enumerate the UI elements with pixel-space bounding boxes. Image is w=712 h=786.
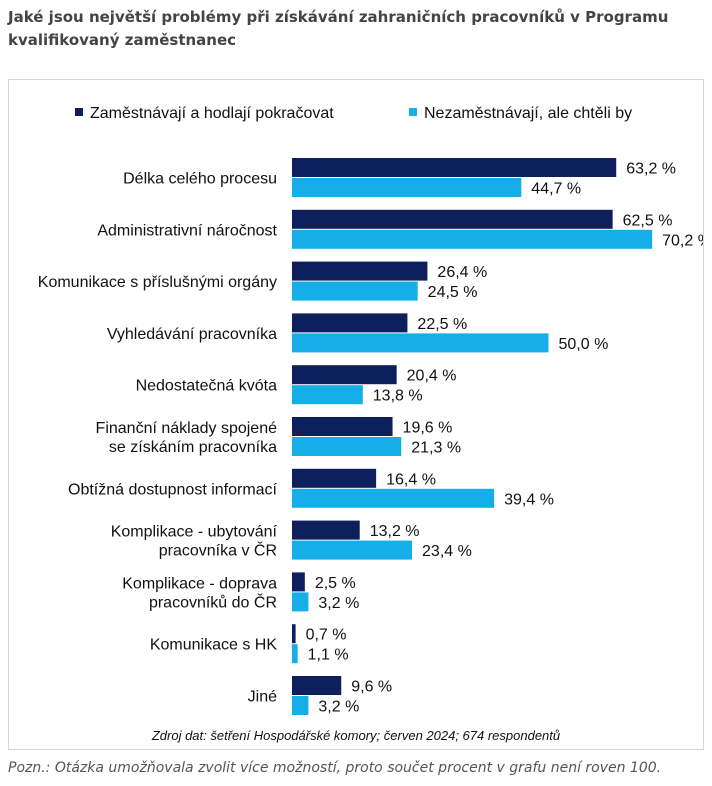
value-label-s1: 26,4 % [437, 264, 487, 281]
value-label-s2: 24,5 % [428, 284, 478, 301]
bar-s2 [292, 592, 309, 612]
page-title: Jaké jsou největší problémy při získáván… [8, 8, 669, 49]
value-label-s2: 50,0 % [559, 336, 609, 353]
bar-s1 [292, 676, 342, 695]
legend-label-1: Zaměstnávají a hodlají pokračovat [90, 105, 334, 122]
value-label-s1: 2,5 % [315, 575, 356, 592]
category-label: Komunikace s HK [150, 637, 277, 654]
value-label-s1: 9,6 % [351, 679, 392, 696]
bar-s2 [292, 281, 418, 301]
value-label-s1: 19,6 % [403, 420, 453, 437]
value-label-s1: 0,7 % [306, 627, 347, 644]
category-label: Finanční náklady spojené [96, 420, 278, 437]
category-label: Délka celého procesu [123, 171, 277, 188]
bar-s2 [292, 229, 653, 249]
value-label-s1: 22,5 % [417, 316, 467, 333]
value-label-s1: 63,2 % [626, 161, 676, 178]
legend-swatch-1 [75, 108, 83, 116]
category-label: se získáním pracovníka [109, 439, 277, 456]
bar-s1 [292, 365, 397, 385]
value-label-s2: 1,1 % [308, 647, 349, 664]
bar-s2 [292, 178, 522, 197]
bar-s1 [292, 261, 428, 281]
value-label-s2: 13,8 % [373, 388, 423, 405]
value-label-s2: 39,4 % [504, 491, 554, 508]
value-label-s1: 20,4 % [407, 368, 457, 385]
value-label-s2: 3,2 % [318, 699, 359, 716]
bar-s2 [292, 540, 413, 560]
value-label-s1: 62,5 % [623, 212, 673, 229]
value-label-s2: 44,7 % [531, 181, 581, 198]
value-label-s2: 70,2 % [662, 232, 703, 249]
value-label-s2: 21,3 % [411, 440, 461, 457]
category-label: Vyhledávání pracovníka [107, 326, 277, 343]
bar-s2 [292, 644, 298, 664]
bar-s1 [292, 572, 305, 592]
bar-s1 [292, 520, 360, 540]
category-label: Administrativní náročnost [97, 222, 277, 239]
value-label-s1: 16,4 % [386, 471, 436, 488]
bar-s1 [292, 313, 408, 333]
bar-s1 [292, 417, 393, 436]
bar-s1 [292, 209, 613, 229]
bar-s2 [292, 696, 309, 715]
category-label: Komplikace - ubytování [111, 524, 278, 541]
bar-s1 [292, 468, 377, 488]
category-label: Komplikace - doprava [122, 575, 277, 592]
bar-s2 [292, 437, 402, 456]
chart-frame: Zaměstnávají a hodlají pokračovat Nezaměs… [8, 79, 704, 750]
value-label-s2: 23,4 % [422, 543, 472, 560]
category-label: Komunikace s příslušnými orgány [38, 274, 277, 291]
category-label: Nedostatečná kvóta [136, 378, 278, 395]
category-label: Obtížná dostupnost informací [68, 481, 278, 498]
category-label: pracovníka v ČR [159, 541, 277, 560]
chart-note: Pozn.: Otázka umožňovala zvolit více mož… [8, 760, 662, 776]
value-label-s2: 3,2 % [318, 595, 359, 612]
legend-swatch-2 [409, 108, 417, 116]
category-label: Jiné [248, 689, 277, 706]
category-label: pracovníků do ČR [149, 592, 277, 611]
bar-s2 [292, 385, 363, 405]
source-label: Zdroj dat: šetření Hospodářské komory; č… [151, 728, 560, 743]
bar-s2 [292, 488, 495, 508]
value-label-s1: 13,2 % [370, 523, 420, 540]
legend-label-2: Nezaměstnávají, ale chtěli by [424, 105, 632, 122]
bar-s1 [292, 624, 296, 644]
bar-chart: Zaměstnávají a hodlají pokračovat Nezaměs… [38, 105, 703, 743]
bar-s2 [292, 333, 549, 353]
bar-s1 [292, 158, 617, 177]
